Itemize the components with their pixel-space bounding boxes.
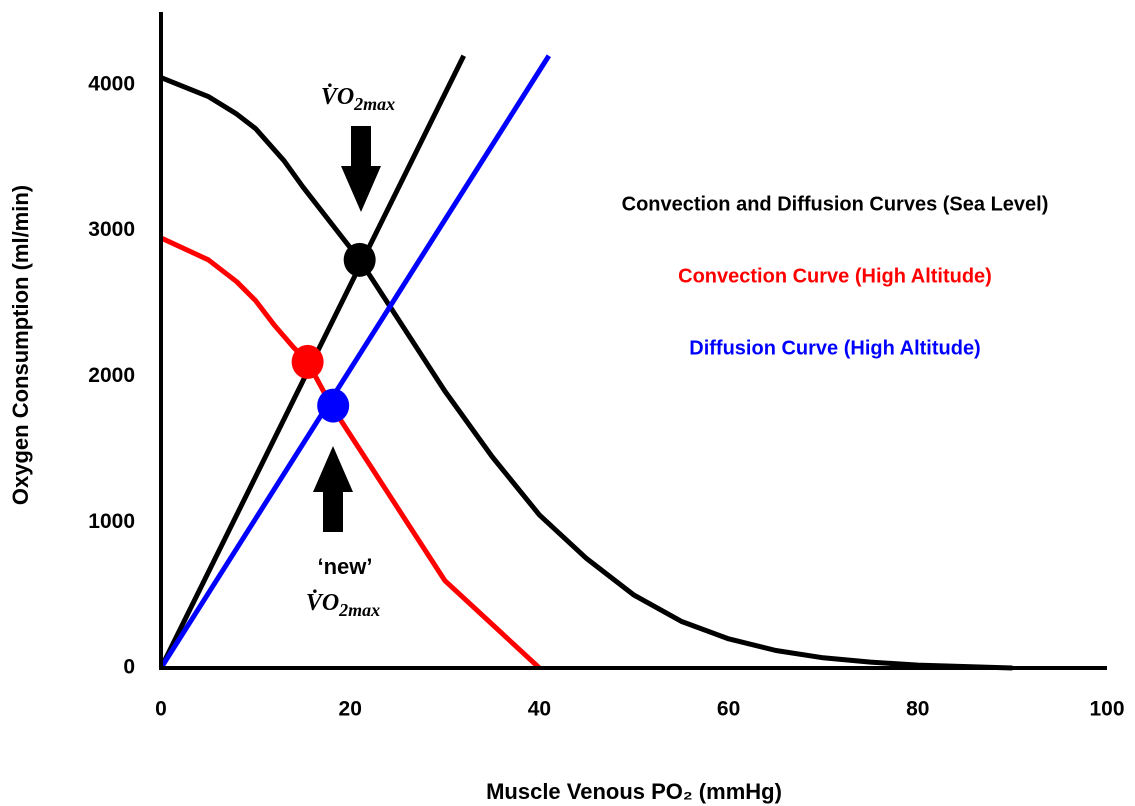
marker	[317, 388, 350, 423]
x-tick-label: 100	[1089, 698, 1124, 721]
series-line	[158, 54, 551, 670]
y-tick-label: 1000	[88, 510, 135, 533]
series-line	[160, 75, 1013, 671]
legend-entry: Convection and Diffusion Curves (Sea Lev…	[622, 193, 1049, 215]
y-axis-label: Oxygen Consumption (ml/min)	[8, 185, 33, 505]
y-tick-label: 4000	[88, 72, 135, 95]
annotation: V̇O2max	[306, 589, 380, 620]
x-tick-label: 60	[717, 698, 740, 721]
marker	[291, 344, 324, 379]
y-tick-label: 3000	[88, 218, 135, 241]
x-tick-label: 0	[155, 698, 167, 721]
y-tick-label: 2000	[88, 364, 135, 387]
arrow-down	[341, 126, 381, 212]
marker	[343, 242, 376, 277]
arrow-up	[313, 446, 353, 532]
annotation: V̇O2max	[321, 83, 395, 114]
legend-entry: Convection Curve (High Altitude)	[678, 265, 992, 287]
annotation: ‘new’	[317, 554, 372, 579]
x-tick-label: 40	[528, 698, 551, 721]
y-tick-label: 0	[123, 656, 135, 679]
x-tick-label: 20	[339, 698, 362, 721]
legend-entry: Diffusion Curve (High Altitude)	[689, 337, 980, 359]
x-tick-label: 80	[906, 698, 929, 721]
x-axis-label: Muscle Venous PO₂ (mmHg)	[486, 779, 782, 804]
